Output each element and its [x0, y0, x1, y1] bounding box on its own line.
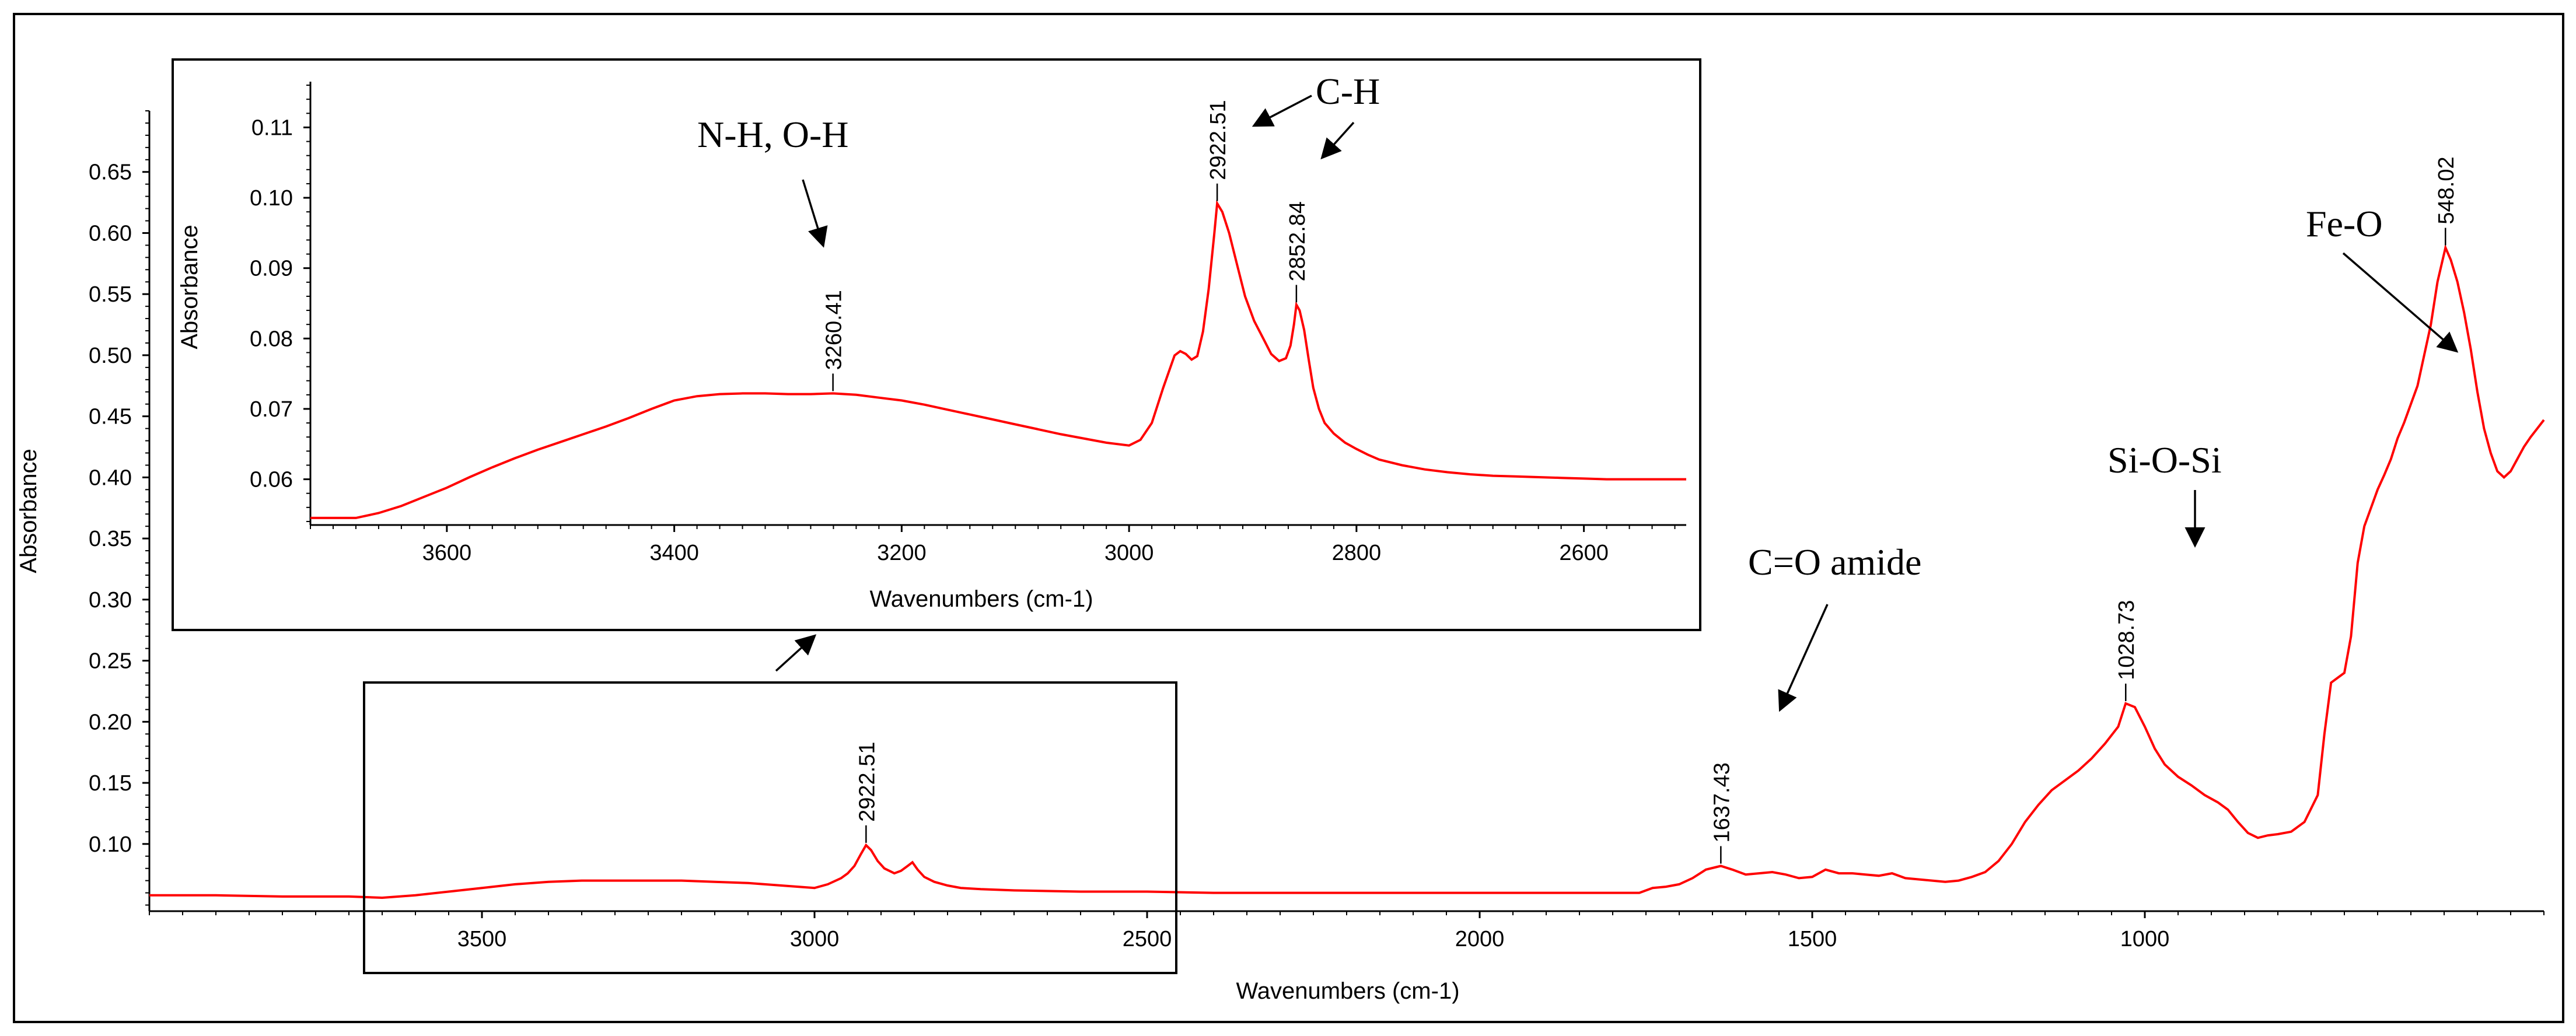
inset-peak-labels: 3260.41 2922.51 2852.84	[822, 100, 1310, 391]
inset-x-tick-label: 2600	[1559, 541, 1609, 565]
zoom-region-box	[363, 681, 1177, 974]
annotation-co-amide-arrow	[1778, 604, 1829, 712]
inset-x-axis-title: Wavenumbers (cm-1)	[869, 586, 1093, 612]
main-x-minor-ticks	[149, 911, 2544, 915]
inset-x-tick-label: 3000	[1105, 541, 1154, 565]
inset-y-tick-label: 0.11	[251, 116, 293, 140]
inset-peak-label: 2852.84	[1285, 201, 1310, 281]
inset-y-tick-label: 0.07	[250, 397, 293, 422]
inset-x-tick-label: 3600	[422, 541, 472, 565]
main-y-tick-label: 0.15	[89, 771, 132, 796]
inset-y-tick-label: 0.10	[250, 186, 293, 211]
inset-peak-label: 3260.41	[822, 290, 847, 370]
inset-frame	[172, 58, 1701, 631]
inset-x-tick-label: 2800	[1332, 541, 1382, 565]
main-y-tick-label: 0.10	[89, 832, 132, 857]
annotation-ch-arrow-1	[1252, 94, 1312, 127]
annotation-ch: C-H	[1316, 71, 1380, 112]
inset-series-line	[310, 200, 1686, 519]
annotation-ch-arrow-2	[1320, 121, 1355, 160]
main-peak-label: 2922.51	[855, 742, 879, 822]
inset-y-tick-label: 0.09	[250, 257, 293, 281]
main-x-ticks: 3500 3000 2500 2000 1500 1000	[457, 911, 2170, 951]
annotation-fe-o-arrow	[2342, 252, 2459, 353]
main-x-tick-label: 2000	[1455, 927, 1505, 951]
annotation-fe-o: Fe-O	[2306, 203, 2383, 244]
inset-x-tick-label: 3400	[649, 541, 699, 565]
main-peak-label: 1028.73	[2114, 600, 2139, 680]
annotation-nh-oh: N-H, O-H	[697, 114, 849, 155]
main-x-axis-title: Wavenumbers (cm-1)	[1236, 978, 1459, 1004]
main-x-tick-label: 3500	[457, 927, 507, 951]
main-x-tick-label: 3000	[790, 927, 840, 951]
inset-y-tick-label: 0.06	[250, 468, 293, 492]
main-x-tick-label: 2500	[1123, 927, 1172, 951]
main-x-tick-label: 1500	[1788, 927, 1837, 951]
main-y-tick-label: 0.60	[89, 221, 132, 246]
main-x-tick-label: 1000	[2120, 927, 2170, 951]
inset-plot: 0.06 0.07 0.08 0.09 0.10 0.11 3600 3400 3200 300…	[172, 58, 1701, 631]
main-y-tick-label: 0.35	[89, 527, 132, 551]
annotation-si-o-si: Si-O-Si	[2107, 439, 2222, 481]
main-y-axis-title: Absorbance	[16, 449, 41, 573]
inset-y-axis-title: Absorbance	[177, 225, 202, 349]
inset-x-minor-ticks	[310, 525, 1676, 529]
main-y-tick-label: 0.45	[89, 405, 132, 429]
inset-x-ticks: 3600 3400 3200 3000 2800 2600	[422, 525, 1609, 565]
annotation-co-amide: C=O amide	[1748, 541, 1921, 583]
main-peak-label: 1637.43	[1710, 762, 1734, 842]
inset-x-tick-label: 3200	[877, 541, 927, 565]
main-peak-labels: 2922.51 1637.43 1028.73 548.02	[855, 156, 2459, 864]
inset-y-ticks: 0.06 0.07 0.08 0.09 0.10 0.11	[250, 116, 310, 492]
main-y-tick-label: 0.50	[89, 344, 132, 368]
main-y-tick-label: 0.65	[89, 160, 132, 185]
main-y-tick-label: 0.55	[89, 282, 132, 307]
main-y-tick-label: 0.20	[89, 710, 132, 734]
inset-y-tick-label: 0.08	[250, 327, 293, 351]
annotation-nh-oh-arrow	[802, 179, 828, 248]
main-y-tick-label: 0.40	[89, 466, 132, 490]
main-peak-label: 548.02	[2434, 156, 2459, 224]
main-y-tick-label: 0.30	[89, 588, 132, 612]
main-y-ticks: 0.10 0.15 0.20 0.25 0.30 0.35 0.40 0.45 0.50 0.55…	[89, 160, 149, 857]
main-y-tick-label: 0.25	[89, 649, 132, 674]
main-series-line	[149, 244, 2545, 900]
inset-peak-label: 2922.51	[1206, 100, 1231, 180]
main-plot: 0.10 0.15 0.20 0.25 0.30 0.35 0.40 0.45 0.50 0.55…	[16, 110, 2545, 1004]
zoom-connector-arrow	[775, 634, 817, 672]
